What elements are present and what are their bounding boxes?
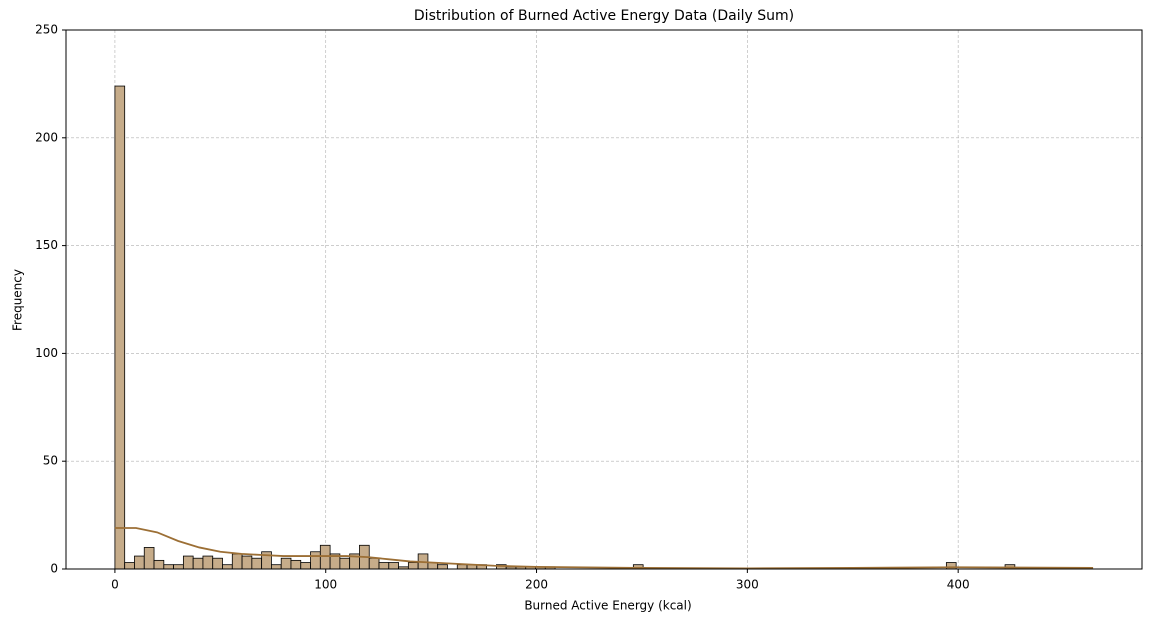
- bar: [280, 557, 292, 570]
- bar: [231, 553, 243, 570]
- chart-title: Distribution of Burned Active Energy Dat…: [414, 8, 794, 24]
- y-tick-label: 200: [35, 130, 58, 144]
- bar: [173, 564, 184, 570]
- bar: [241, 555, 253, 570]
- bar: [222, 564, 233, 570]
- bar: [271, 564, 282, 570]
- bar: [456, 564, 468, 570]
- y-tick-label: 0: [50, 562, 58, 576]
- bar: [378, 562, 390, 570]
- bar: [388, 562, 399, 570]
- bar: [290, 559, 302, 570]
- bar: [251, 557, 263, 570]
- bar: [407, 562, 419, 570]
- bar: [437, 564, 448, 570]
- x-tick-label: 200: [525, 578, 548, 592]
- bar: [192, 557, 204, 570]
- y-tick-label: 150: [35, 238, 58, 252]
- bar: [134, 555, 145, 570]
- y-tick-label: 100: [35, 346, 58, 360]
- x-axis-label: Burned Active Energy (kcal): [524, 599, 691, 613]
- y-tick-label: 250: [35, 23, 58, 37]
- x-tick-label: 100: [314, 578, 337, 592]
- y-axis-label: Frequency: [11, 269, 25, 331]
- bar: [143, 547, 155, 570]
- bar: [310, 551, 321, 570]
- x-tick-label: 300: [736, 578, 759, 592]
- plot-frame: [65, 29, 1143, 570]
- bar: [339, 557, 351, 570]
- bar: [114, 85, 126, 570]
- bar: [153, 559, 165, 570]
- bar: [212, 557, 223, 570]
- bar: [319, 544, 331, 570]
- bar: [163, 564, 174, 570]
- bar: [182, 555, 194, 570]
- x-tick-label: 0: [111, 578, 119, 592]
- y-tick-label: 50: [43, 454, 58, 468]
- bar: [300, 562, 311, 570]
- bar: [124, 562, 135, 570]
- bar: [202, 555, 214, 570]
- kde-line: [114, 527, 1094, 570]
- bar: [368, 557, 380, 570]
- x-tick-label: 400: [947, 578, 970, 592]
